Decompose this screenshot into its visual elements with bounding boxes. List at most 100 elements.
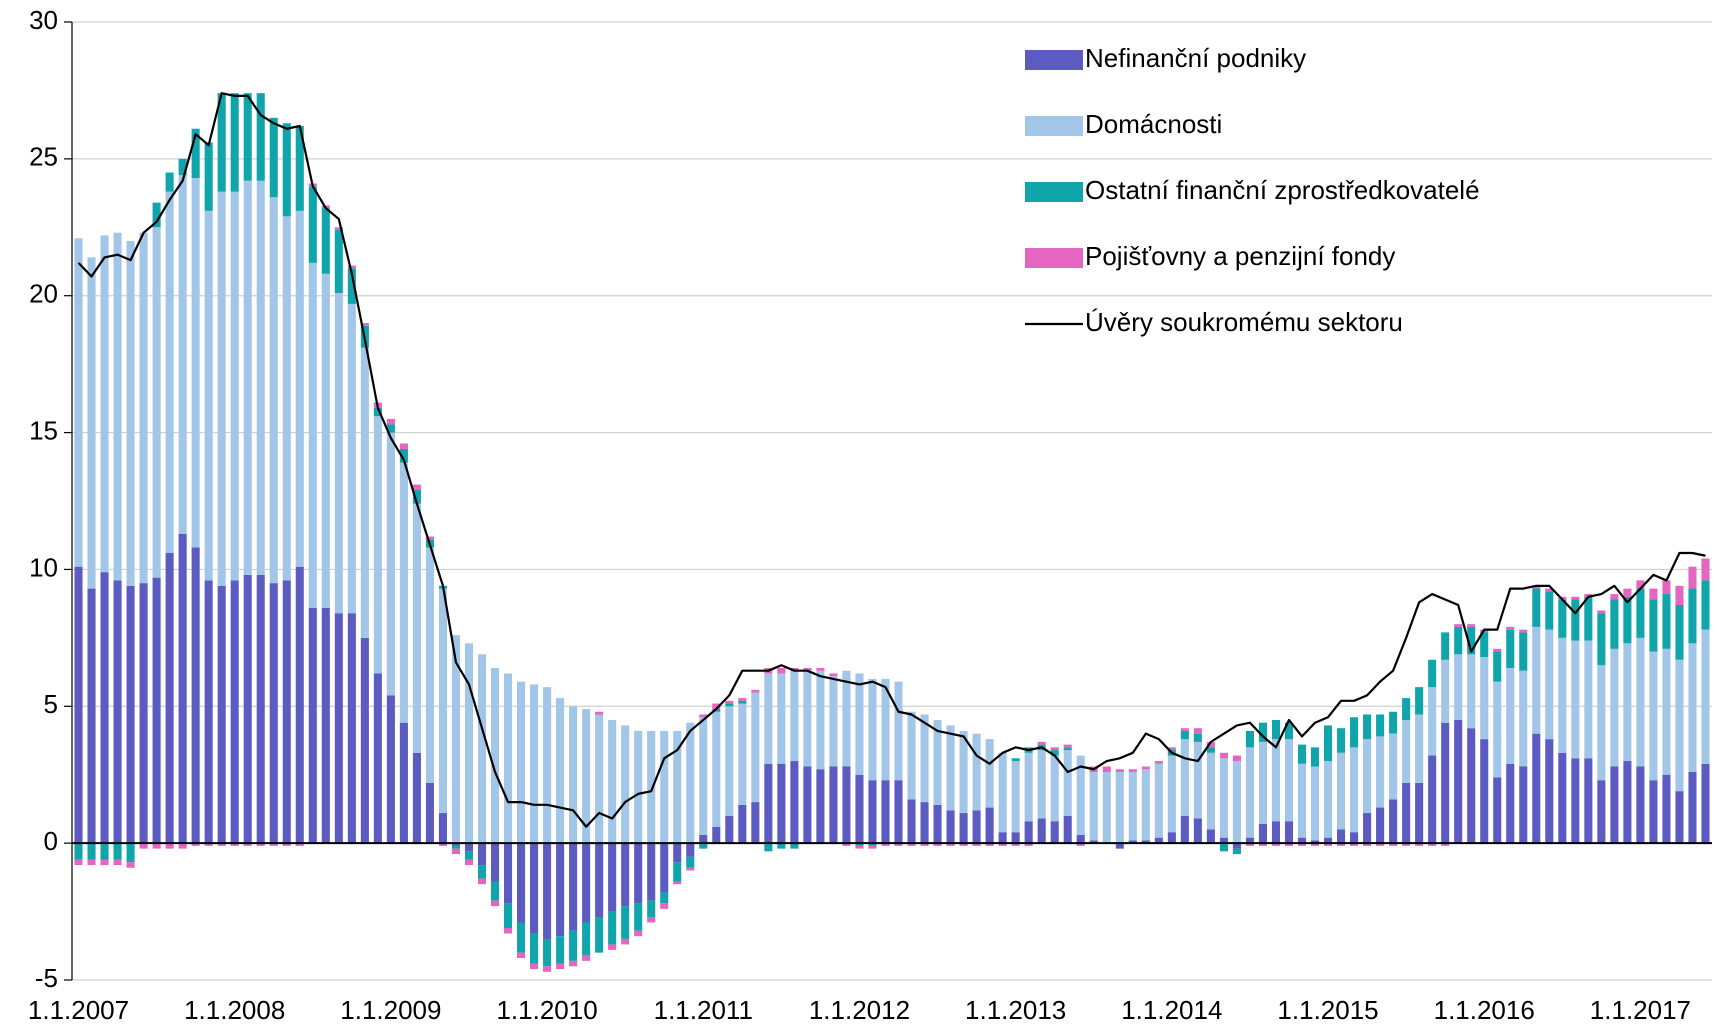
bar-segment: [894, 681, 903, 781]
bar-segment: [1688, 588, 1697, 644]
bar-segment: [985, 843, 994, 846]
bar-segment: [907, 799, 916, 844]
bar-segment: [543, 938, 552, 967]
bar-segment: [842, 766, 851, 844]
bar-segment: [621, 906, 630, 939]
bar-segment: [269, 843, 278, 846]
bar-segment: [1297, 843, 1307, 846]
bar-segment: [972, 810, 981, 844]
bar-segment: [803, 667, 812, 671]
bar-segment: [477, 654, 487, 844]
bar-segment: [634, 730, 643, 844]
bar-segment: [920, 843, 929, 846]
bar-segment: [334, 613, 343, 844]
bar-segment: [1128, 769, 1137, 772]
bar-segment: [1493, 681, 1502, 778]
bar-segment: [1571, 599, 1580, 641]
bar-segment: [894, 780, 903, 844]
bar-segment: [1415, 782, 1424, 844]
bar-segment: [868, 678, 877, 781]
bar-segment: [764, 843, 773, 852]
bar-segment: [582, 922, 591, 956]
bar-segment: [1180, 815, 1189, 844]
bar-segment: [451, 848, 461, 855]
bar-segment: [660, 892, 669, 904]
bar-segment: [204, 580, 213, 844]
bar-segment: [1063, 750, 1072, 816]
bar-segment: [438, 588, 447, 814]
bar-segment: [1428, 659, 1437, 688]
bar-segment: [399, 462, 408, 723]
x-tick-label: 1.1.2007: [28, 995, 129, 1025]
bar-segment: [699, 717, 708, 835]
bar-segment: [1675, 585, 1684, 606]
bar-segment: [946, 843, 955, 846]
bar-segment: [1206, 829, 1215, 844]
bar-segment: [1532, 626, 1541, 734]
legend-swatch: [1025, 182, 1083, 202]
bar-segment: [152, 202, 161, 228]
bar-segment: [1310, 843, 1320, 846]
bar-segment: [139, 583, 148, 844]
bar-segment: [569, 930, 578, 961]
bar-segment: [686, 867, 695, 871]
bar-segment: [582, 843, 591, 923]
bar-segment: [1701, 558, 1710, 581]
bar-segment: [530, 684, 539, 844]
bar-segment: [1180, 728, 1189, 731]
bar-segment: [1402, 719, 1411, 783]
bar-segment: [842, 670, 851, 767]
bar-segment: [1480, 657, 1489, 740]
bar-segment: [1037, 818, 1046, 844]
bar-segment: [543, 966, 552, 972]
bar-segment: [126, 843, 135, 863]
bar-segment: [686, 856, 695, 868]
bar-segment: [725, 706, 734, 816]
bar-segment: [1506, 626, 1515, 630]
bar-segment: [100, 572, 109, 844]
bar-segment: [1350, 843, 1359, 846]
legend-label: Pojišťovny a penzijní fondy: [1085, 241, 1395, 271]
bar-segment: [1363, 739, 1372, 814]
bar-segment: [595, 711, 604, 715]
bar-segment: [1545, 629, 1554, 740]
bar-segment: [1493, 777, 1502, 844]
bar-segment: [1167, 747, 1176, 751]
bar-segment: [178, 533, 187, 844]
bar-segment: [1337, 829, 1346, 844]
bar-segment: [1610, 594, 1619, 600]
bar-segment: [1193, 818, 1202, 844]
bar-segment: [464, 843, 474, 852]
bar-segment: [1402, 698, 1411, 720]
bar-segment: [725, 815, 734, 844]
bar-segment: [464, 643, 474, 844]
x-tick-label: 1.1.2015: [1277, 995, 1378, 1025]
bar-segment: [321, 607, 330, 844]
bar-segment: [790, 843, 799, 849]
bar-segment: [113, 580, 122, 844]
bar-segment: [1545, 591, 1554, 630]
bar-segment: [1467, 728, 1476, 844]
bar-segment: [1024, 821, 1033, 844]
x-tick-label: 1.1.2008: [184, 995, 285, 1025]
bar-segment: [764, 673, 773, 764]
bar-segment: [1024, 843, 1033, 846]
bar-segment: [1167, 832, 1176, 844]
bar-segment: [1415, 843, 1424, 846]
bar-segment: [139, 232, 148, 584]
bar-segment: [634, 930, 643, 937]
bar-segment: [1584, 596, 1593, 641]
bar-segment: [972, 843, 981, 846]
bar-segment: [1389, 733, 1398, 800]
bar-segment: [1441, 659, 1450, 723]
legend-label: Domácnosti: [1085, 109, 1222, 139]
bar-segment: [1441, 632, 1450, 660]
bar-segment: [1258, 741, 1267, 824]
bar-segment: [451, 845, 461, 849]
bar-segment: [1610, 766, 1619, 844]
bar-segment: [569, 843, 578, 931]
bar-segment: [985, 739, 994, 808]
bar-segment: [946, 725, 955, 811]
bar-segment: [477, 843, 487, 866]
